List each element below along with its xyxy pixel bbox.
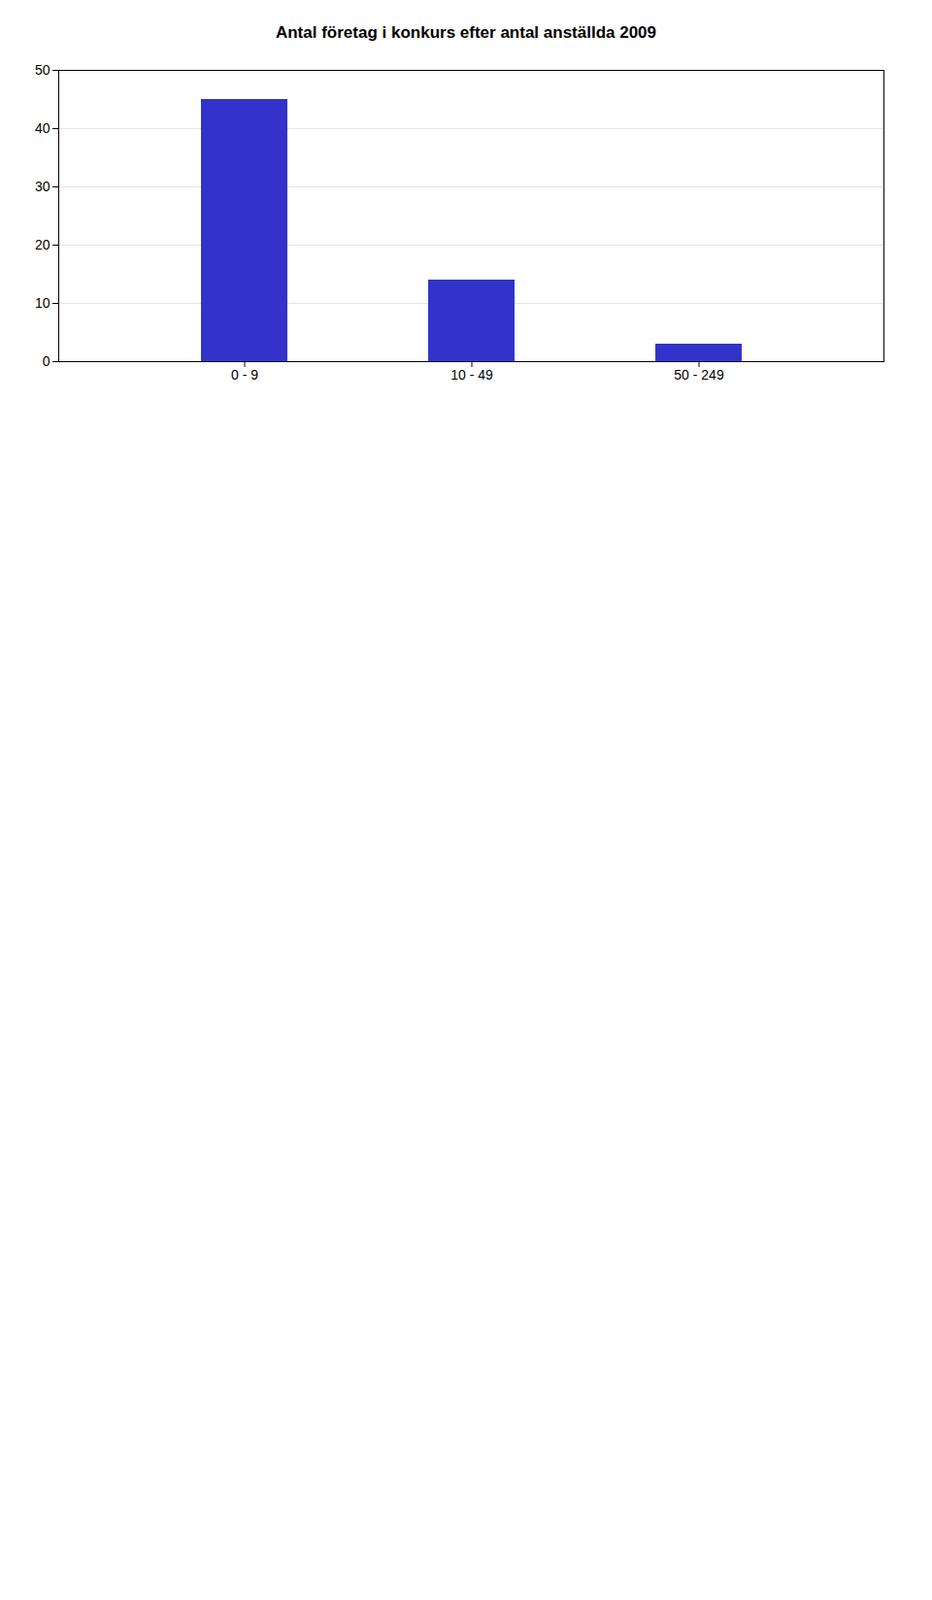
svg-text:10: 10 [34, 295, 51, 311]
svg-text:20: 20 [34, 236, 51, 253]
svg-text:30: 30 [34, 178, 51, 195]
html-text:Antal företag i konkurs efter: Antal företag i konkurs efter antal anst… [275, 23, 657, 42]
svg-text:10 - 49: 10 - 49 [450, 366, 494, 383]
svg-text:50 - 249: 50 - 249 [673, 366, 725, 383]
svg-text:0 - 9: 0 - 9 [231, 366, 259, 383]
svg-text:50: 50 [34, 62, 51, 78]
svg-text:40: 40 [34, 120, 51, 136]
svg-text:0: 0 [42, 353, 51, 369]
